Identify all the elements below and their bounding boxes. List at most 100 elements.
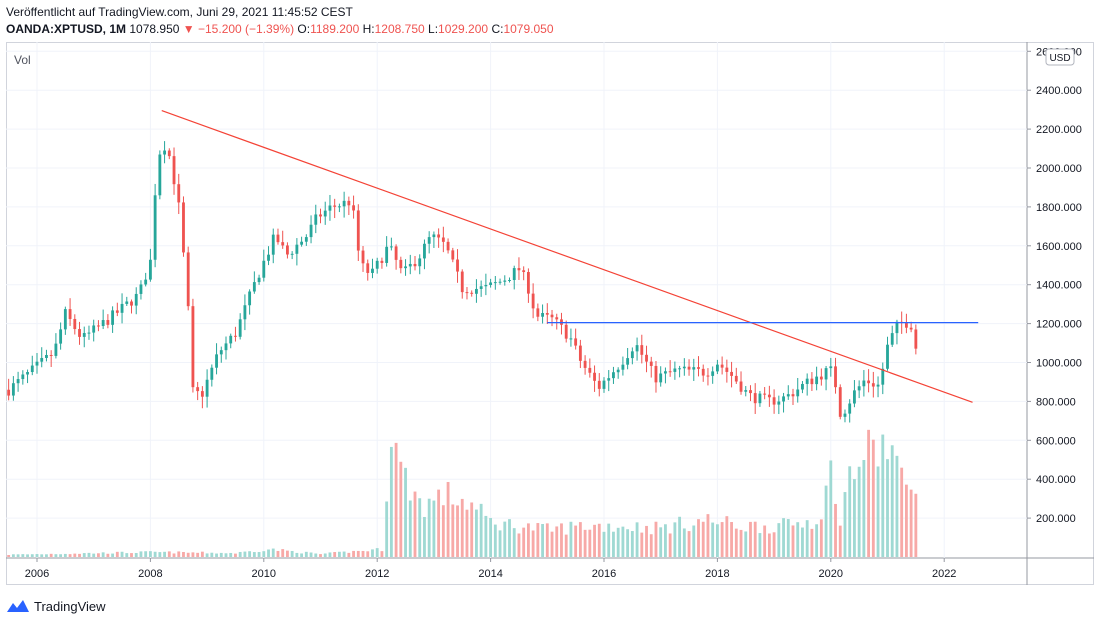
volume-bar [876, 466, 880, 557]
volume-bar [522, 527, 526, 557]
candlesticks [7, 141, 918, 423]
candle-body [30, 365, 34, 373]
volume-bar [399, 461, 403, 557]
volume-bar [649, 534, 653, 557]
candle-body [115, 310, 119, 313]
candle-body [597, 380, 601, 389]
candle-body [853, 390, 856, 404]
volume-bar [550, 531, 554, 557]
volume-bar [234, 553, 237, 557]
volume-bar [238, 551, 242, 557]
volume-bar [635, 522, 639, 557]
candle-body [106, 320, 110, 325]
volume-bar [834, 503, 837, 557]
volume-bar [659, 527, 663, 557]
volume-bar [451, 504, 455, 557]
tradingview-brand: TradingView [34, 598, 106, 614]
candle-body [697, 367, 700, 369]
volume-bar [753, 521, 757, 557]
volume-bar [276, 550, 280, 557]
volume-bar [63, 553, 67, 557]
volume-bar [574, 525, 578, 557]
candle-body [630, 351, 634, 359]
candle-body [805, 378, 809, 384]
volume-bars [7, 429, 918, 557]
volume-bar [673, 522, 677, 557]
candle-body [715, 364, 719, 372]
volume-bar [706, 514, 710, 557]
price-tick-label: 2400.000 [1036, 85, 1082, 97]
volume-bar [125, 553, 129, 557]
candle-body [380, 260, 384, 263]
candle-body [687, 366, 691, 370]
volume-bar [172, 553, 176, 557]
candle-body [886, 344, 889, 369]
candle-body [692, 367, 696, 370]
volume-bar [78, 553, 81, 557]
candle-body [144, 279, 148, 285]
drawn-lines[interactable] [161, 110, 979, 403]
candle-body [815, 376, 819, 385]
candle-body [82, 332, 86, 337]
volume-bar [432, 500, 436, 557]
currency-badge[interactable] [1045, 48, 1075, 66]
candle-body [130, 301, 133, 306]
price-chart[interactable]: 200.000 400.000 600.000 800.000 1000.000 1200… [6, 42, 1094, 585]
volume-bar [479, 503, 483, 557]
candle-body [163, 150, 166, 155]
candle-body [158, 154, 162, 196]
candle-body [465, 292, 469, 294]
volume-bar [682, 528, 686, 557]
volume-bar [35, 554, 39, 557]
volume-bar [848, 466, 852, 557]
candle-body [664, 371, 667, 374]
candle-body [45, 354, 48, 358]
volume-bar [148, 551, 152, 557]
symbol-name[interactable]: OANDA:XPTUSD, 1M [6, 22, 127, 36]
price-change: −15.200 (−1.39%) [198, 22, 295, 36]
volume-bar [734, 528, 738, 557]
price-tick-label: 1400.000 [1036, 280, 1082, 292]
candle-body [309, 224, 313, 238]
volume-bar [489, 518, 493, 557]
candle-body [621, 364, 625, 370]
candle-body [11, 383, 15, 396]
price-tick-label: 2000.000 [1036, 163, 1082, 175]
chart-frame[interactable]: 200.000 400.000 600.000 800.000 1000.000 1200… [6, 42, 1094, 585]
candle-body [78, 329, 81, 337]
candle-body [182, 202, 185, 253]
volume-bar [895, 455, 899, 557]
volume-bar [196, 552, 200, 557]
volume-bar [361, 550, 365, 557]
candle-body [446, 241, 450, 251]
candle-body [219, 350, 223, 355]
volume-bar [692, 525, 696, 557]
volume-bar [427, 498, 431, 557]
time-tick-label: 2018 [705, 568, 729, 580]
volume-bar [139, 551, 143, 557]
candle-body [215, 354, 218, 368]
volume-bar [167, 551, 171, 557]
volume-bar [810, 528, 814, 557]
candle-body [838, 387, 842, 417]
volume-bar [243, 551, 247, 557]
candle-body [876, 384, 880, 387]
candle-body [234, 335, 237, 337]
candle-body [659, 373, 663, 383]
volume-bar [664, 524, 667, 557]
volume-bar [319, 554, 322, 557]
volume-bar [323, 553, 327, 557]
volume-bar [30, 554, 34, 557]
time-axis[interactable]: 2006 2008 2010 2012 2014 2016 2018 2020 2022 [25, 558, 957, 580]
candle-body [441, 237, 445, 242]
volume-bar [621, 526, 625, 557]
volume-bar [271, 548, 275, 557]
volume-bar [843, 492, 847, 557]
tradingview-footer[interactable]: TradingView [7, 596, 106, 616]
volume-bar [801, 527, 804, 557]
volume-bar [82, 553, 86, 557]
volume-bar [366, 551, 370, 557]
candle-body [238, 319, 242, 337]
volume-bar [92, 553, 96, 557]
candle-body [569, 338, 573, 340]
